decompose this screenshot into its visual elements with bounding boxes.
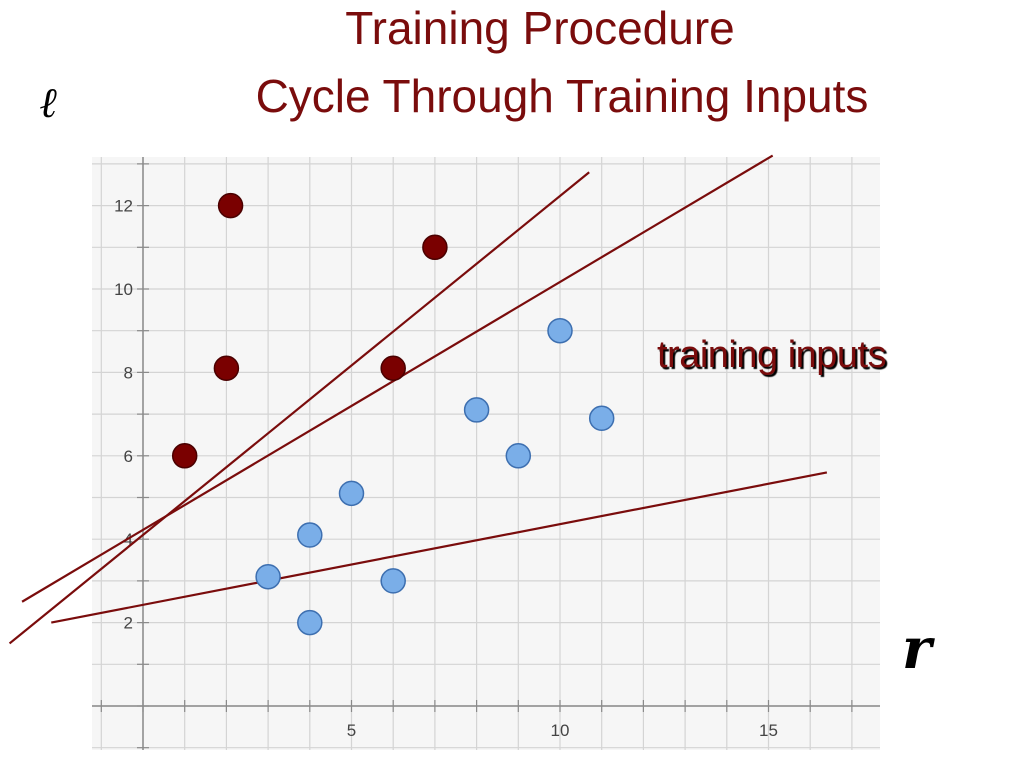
x-tick-label: 15	[759, 721, 778, 740]
blue-point	[380, 568, 406, 594]
blue-point	[297, 522, 323, 548]
blue-point	[297, 609, 323, 636]
y-tick-label: 8	[124, 363, 133, 382]
separator-line	[8, 171, 590, 645]
blue-point	[255, 563, 281, 590]
red-point	[422, 234, 448, 261]
x-tick-label: 10	[551, 721, 570, 740]
blue-point	[338, 480, 365, 507]
left-symbol: ℓ	[40, 78, 58, 127]
tick-labels: 2468101251015	[114, 197, 778, 740]
blue-point	[547, 317, 573, 344]
blue-point	[505, 443, 532, 469]
title-line-2: Cycle Through Training Inputs	[255, 70, 869, 122]
y-tick-label: 6	[124, 447, 133, 466]
right-symbol: r	[902, 616, 932, 682]
red-point	[171, 443, 198, 469]
title-line-1: Training Procedure	[345, 2, 735, 54]
axes	[92, 157, 880, 750]
plot-background	[92, 157, 880, 750]
red-point	[380, 355, 406, 381]
y-tick-label: 12	[114, 197, 133, 216]
blue-point	[463, 397, 490, 423]
red-point	[213, 355, 240, 381]
x-tick-label: 5	[347, 721, 356, 740]
training-inputs-annotation: training inputs	[657, 334, 887, 376]
separator-line	[51, 471, 828, 624]
blue-point	[588, 405, 615, 432]
y-tick-label: 10	[114, 280, 133, 299]
y-tick-label: 2	[124, 614, 133, 633]
red-point	[217, 192, 244, 219]
data-points	[171, 192, 615, 636]
